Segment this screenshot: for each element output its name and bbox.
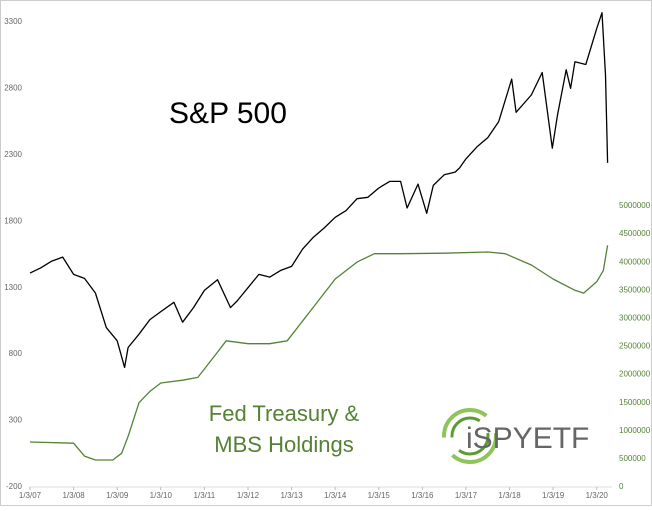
logo: iSPYETF [442,408,589,464]
logo-ring [442,408,498,464]
x-tick-label: 1/3/16 [411,491,434,500]
y2-tick-label: 4500000 [619,229,651,238]
y-tick-label: 2300 [4,150,22,159]
y-tick-label: 3300 [4,17,22,26]
x-tick-label: 1/3/12 [237,491,260,500]
y2-tick-label: 2500000 [619,342,651,351]
y2-tick-label: 3000000 [619,313,651,322]
x-tick-label: 1/3/10 [150,491,173,500]
y-tick-label: 1300 [4,283,22,292]
fed-label-line1: Fed Treasury & [209,401,360,426]
x-tick-label: 1/3/07 [19,491,42,500]
x-tick-label: 1/3/15 [368,491,391,500]
series-line [29,245,609,461]
fed-label-line2: MBS Holdings [214,432,353,457]
y2-tick-label: 500000 [619,454,646,463]
x-tick-label: 1/3/11 [194,491,216,500]
series-line [29,12,609,369]
y-tick-label: 300 [9,416,23,425]
logo-text: iSPYETF [466,422,589,455]
y2-tick-label: 0 [619,482,624,491]
x-tick-label: 1/3/20 [586,491,609,500]
y2-tick-label: 3500000 [619,285,651,294]
y-tick-label: 1800 [4,216,22,225]
y2-tick-label: 1500000 [619,398,651,407]
y-tick-label: 800 [9,349,23,358]
x-tick-label: 1/3/17 [455,491,478,500]
y2-tick-label: 2000000 [619,370,651,379]
y2-tick-label: 5000000 [619,201,651,210]
x-tick-label: 1/3/14 [324,491,347,500]
logo-ring-inner [450,416,490,456]
x-tick-label: 1/3/18 [498,491,521,500]
x-tick-label: 1/3/08 [62,491,85,500]
sp500-label: S&P 500 [169,97,287,130]
x-tick-label: 1/3/09 [106,491,129,500]
y2-tick-label: 1000000 [619,426,651,435]
y-tick-label: -200 [6,482,23,491]
x-tick-label: 1/3/19 [542,491,565,500]
y-tick-label: 2800 [4,84,22,93]
y2-tick-label: 4000000 [619,257,651,266]
x-tick-label: 1/3/13 [280,491,303,500]
